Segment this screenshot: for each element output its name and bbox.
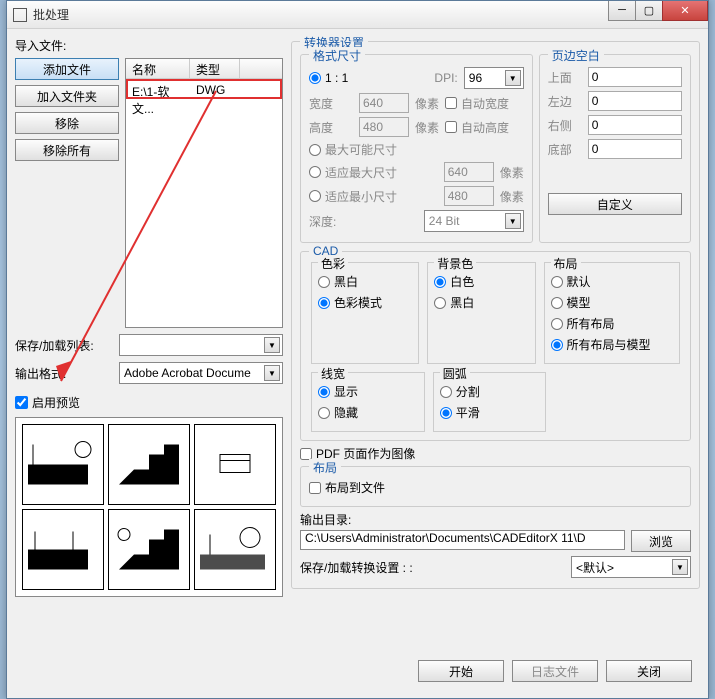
depth-combo[interactable]: 24 Bit▼	[424, 210, 524, 232]
arc-split-radio[interactable]: 分割	[440, 383, 480, 400]
start-button[interactable]: 开始	[418, 660, 504, 682]
layout-model-radio[interactable]: 模型	[551, 294, 591, 311]
minimize-button[interactable]: ─	[608, 1, 636, 21]
auto-height-check[interactable]: 自动高度	[445, 119, 509, 136]
converter-group: 转换器设置 格式尺寸 1 : 1 DPI: 96▼ 宽度像素自动宽度 高度像素自…	[291, 41, 700, 589]
save-conv-label: 保存/加载转换设置 : :	[300, 559, 413, 576]
fit-min-radio[interactable]: 适应最小尺寸	[309, 188, 397, 205]
titlebar[interactable]: 批处理 ─ ▢ ✕	[7, 1, 708, 29]
enable-preview-input[interactable]	[15, 396, 28, 409]
remove-all-button[interactable]: 移除所有	[15, 139, 119, 161]
layout-group: 布局 布局到文件	[300, 466, 691, 507]
margin-left-input[interactable]	[588, 91, 682, 111]
file-name: E:\1-软文...	[128, 81, 192, 97]
maximize-button[interactable]: ▢	[635, 1, 663, 21]
save-list-label: 保存/加载列表:	[15, 337, 119, 354]
thumbnail[interactable]	[22, 424, 104, 505]
main-window: 批处理 ─ ▢ ✕ 导入文件: 添加文件 加入文件夹 移除 移除所有 名称 类型	[6, 0, 709, 699]
log-button[interactable]: 日志文件	[512, 660, 598, 682]
output-format-label: 输出格式:	[15, 365, 119, 382]
max-size-radio[interactable]: 最大可能尺寸	[309, 141, 397, 158]
enable-preview-label: 启用预览	[32, 394, 80, 411]
dpi-combo[interactable]: 96▼	[464, 67, 524, 89]
width-input[interactable]	[359, 93, 409, 113]
linew-show-radio[interactable]: 显示	[318, 383, 358, 400]
linew-hide-radio[interactable]: 隐藏	[318, 404, 358, 421]
file-list[interactable]: 名称 类型 E:\1-软文... DWG	[125, 58, 283, 328]
fit-max-input[interactable]	[444, 162, 494, 182]
margin-right-input[interactable]	[588, 115, 682, 135]
height-input[interactable]	[359, 117, 409, 137]
save-list-combo[interactable]: ▼	[119, 334, 283, 356]
bg-white-radio[interactable]: 白色	[434, 273, 474, 290]
margin-top-input[interactable]	[588, 67, 682, 87]
thumbnail[interactable]	[194, 424, 276, 505]
margin-group: 页边空白 上面 左边 右侧 底部 自定义	[539, 54, 691, 243]
outdir-label: 输出目录:	[300, 511, 351, 528]
colormode-radio[interactable]: 色彩模式	[318, 294, 382, 311]
ratio-11-radio[interactable]: 1 : 1	[309, 71, 348, 85]
remove-button[interactable]: 移除	[15, 112, 119, 134]
layout-to-file-check[interactable]: 布局到文件	[309, 479, 385, 496]
close-button[interactable]: ✕	[662, 1, 708, 21]
bw-radio[interactable]: 黑白	[318, 273, 358, 290]
bg-black-radio[interactable]: 黑白	[434, 294, 474, 311]
app-icon	[13, 8, 27, 22]
fit-max-radio[interactable]: 适应最大尺寸	[309, 164, 397, 181]
output-format-combo[interactable]: Adobe Acrobat Docume▼	[119, 362, 283, 384]
arc-smooth-radio[interactable]: 平滑	[440, 404, 480, 421]
custom-margin-button[interactable]: 自定义	[548, 193, 682, 215]
layout-allmodel-radio[interactable]: 所有布局与模型	[551, 336, 651, 353]
save-conv-combo[interactable]: <默认>▼	[571, 556, 691, 578]
browse-button[interactable]: 浏览	[631, 530, 691, 552]
margin-bottom-input[interactable]	[588, 139, 682, 159]
add-folder-button[interactable]: 加入文件夹	[15, 85, 119, 107]
file-type: DWG	[192, 81, 242, 97]
thumbnail[interactable]	[108, 509, 190, 590]
window-title: 批处理	[33, 6, 609, 23]
thumbnail[interactable]	[194, 509, 276, 590]
col-type[interactable]: 类型	[190, 59, 240, 78]
preview-area	[15, 417, 283, 597]
add-file-button[interactable]: 添加文件	[15, 58, 119, 80]
file-row[interactable]: E:\1-软文... DWG	[126, 79, 282, 99]
layout-all-radio[interactable]: 所有布局	[551, 315, 615, 332]
thumbnail[interactable]	[22, 509, 104, 590]
format-size-group: 格式尺寸 1 : 1 DPI: 96▼ 宽度像素自动宽度 高度像素自动高度 最大…	[300, 54, 533, 243]
import-label: 导入文件:	[15, 37, 283, 54]
thumbnail[interactable]	[108, 424, 190, 505]
fit-min-input[interactable]	[444, 186, 494, 206]
cad-group: CAD 色彩 黑白 色彩模式 背景色 白色 黑白 布局 默认 模型	[300, 251, 691, 441]
close-dialog-button[interactable]: 关闭	[606, 660, 692, 682]
auto-width-check[interactable]: 自动宽度	[445, 95, 509, 112]
outdir-input[interactable]: C:\Users\Administrator\Documents\CADEdit…	[300, 530, 625, 550]
enable-preview-checkbox[interactable]: 启用预览	[15, 394, 283, 411]
layout-default-radio[interactable]: 默认	[551, 273, 591, 290]
col-name[interactable]: 名称	[126, 59, 190, 78]
